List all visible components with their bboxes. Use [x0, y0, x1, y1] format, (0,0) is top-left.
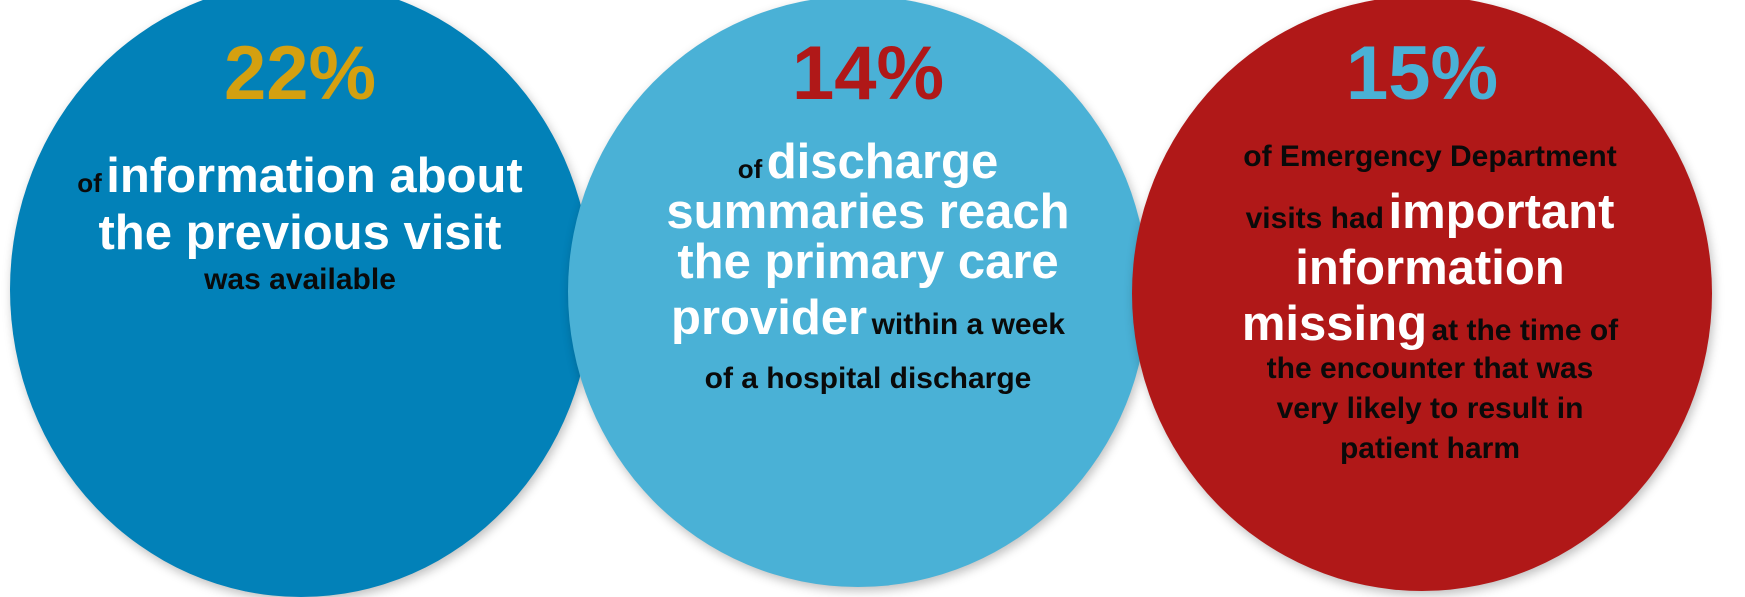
stat-2-detail-2: of a hospital discharge	[704, 362, 1032, 395]
stat-1-headline-1: information about	[106, 149, 523, 203]
stat-3-detail-1: of Emergency Department	[1243, 140, 1617, 173]
stat-2-of: of	[737, 154, 763, 184]
stat-circle-1	[10, 0, 592, 597]
stat-3-detail-5: very likely to result in	[1276, 392, 1584, 425]
stat-2-line-1: of discharge	[598, 134, 1138, 190]
stat-2-headline-1: discharge	[766, 135, 999, 189]
stat-3-detail-6: patient harm	[1339, 432, 1521, 465]
stat-3-detail-3: at the time of	[1431, 314, 1619, 347]
stat-3-line-1: of Emergency Department	[1160, 140, 1700, 174]
stat-3-headline-1: important	[1388, 185, 1615, 239]
stat-3-detail-2: visits had	[1245, 202, 1384, 235]
stat-1-line-2: the previous visit	[40, 205, 560, 261]
stat-1-line-3: was available	[40, 263, 560, 297]
stat-2-line-3: the primary care	[598, 234, 1138, 290]
stat-3-line-2: visits had important	[1160, 184, 1700, 240]
stat-2-percent: 14%	[791, 31, 945, 116]
stat-1-percent: 22%	[223, 31, 377, 116]
stat-3-percent: 15%	[1345, 31, 1499, 116]
stat-3-line-6: very likely to result in	[1160, 392, 1700, 426]
stat-2-line-4: provider within a week	[598, 290, 1138, 346]
stat-2-headline-4: provider	[671, 291, 868, 345]
stat-3-line-3: information	[1160, 240, 1700, 296]
stat-circle-3	[1132, 0, 1712, 591]
stat-3-headline-2: information	[1295, 241, 1565, 295]
stat-2-headline-3: the primary care	[677, 235, 1059, 289]
stat-3-headline-3: missing	[1241, 297, 1428, 351]
stat-1-detail: was available	[204, 263, 396, 296]
stat-2-line-5: of a hospital discharge	[598, 362, 1138, 396]
stat-3-line-5: the encounter that was	[1160, 352, 1700, 386]
stat-circle-2	[568, 0, 1148, 587]
stat-1-line-1: of information about	[40, 148, 560, 204]
stat-3-line-4: missing at the time of	[1160, 296, 1700, 352]
stat-1-headline-2: the previous visit	[98, 206, 502, 260]
stat-2-detail-1: within a week	[871, 308, 1065, 341]
stat-2-headline-2: summaries reach	[666, 185, 1070, 239]
stat-1-of: of	[77, 168, 102, 198]
stat-2-line-2: summaries reach	[598, 184, 1138, 240]
stat-3-detail-4: the encounter that was	[1266, 352, 1594, 385]
stat-3-line-7: patient harm	[1160, 432, 1700, 466]
